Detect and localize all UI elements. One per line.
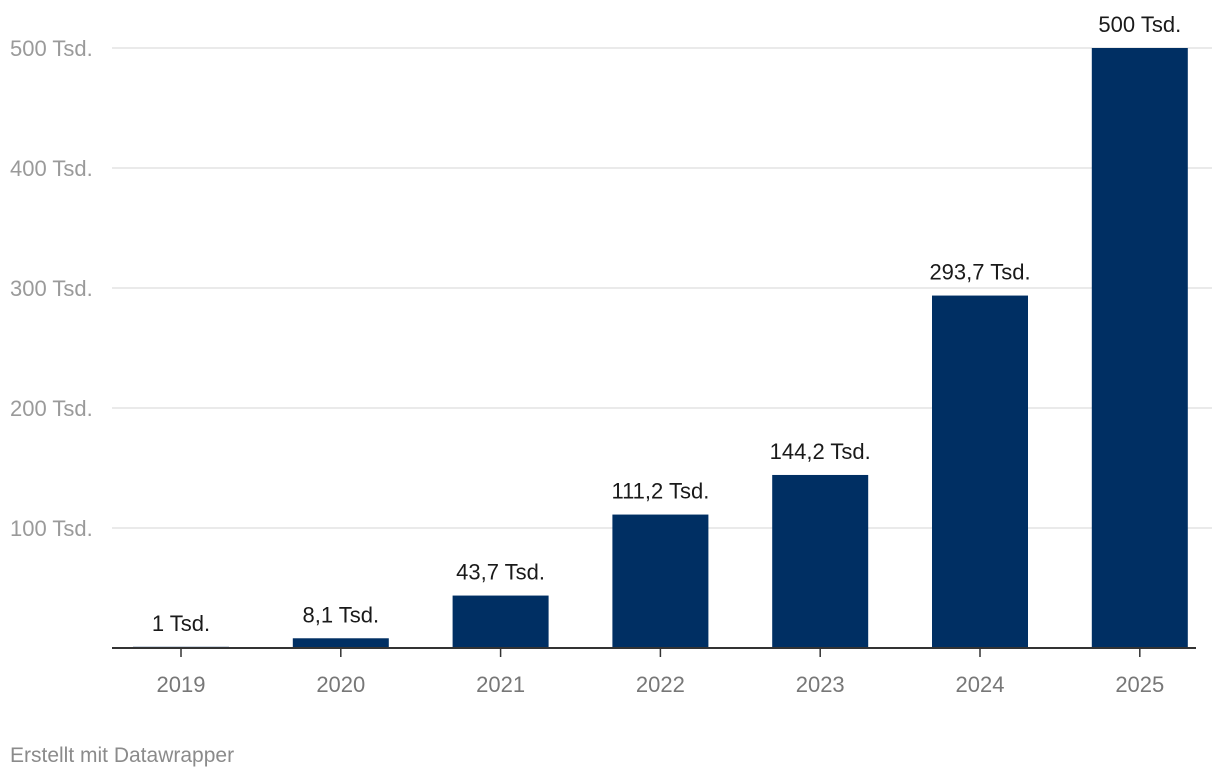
x-tick-label: 2025	[1115, 672, 1164, 697]
bar-chart: 100 Tsd. 200 Tsd. 300 Tsd. 400 Tsd. 500 Tsd.…	[10, 12, 1212, 697]
datawrapper-credit[interactable]: Erstellt mit Datawrapper	[10, 744, 235, 767]
gridlines	[112, 47, 1212, 529]
data-label: 144,2 Tsd.	[770, 439, 871, 464]
data-label: 500 Tsd.	[1098, 12, 1181, 37]
bar-2023	[772, 474, 869, 648]
bar-2022	[612, 514, 709, 648]
x-tick-label: 2021	[476, 672, 525, 697]
x-tick-label: 2022	[636, 672, 685, 697]
data-label: 8,1 Tsd.	[302, 602, 379, 627]
x-tick-label: 2024	[956, 672, 1005, 697]
y-tick-label: 200 Tsd.	[10, 396, 93, 421]
data-label: 293,7 Tsd.	[929, 260, 1030, 285]
y-tick-label: 500 Tsd.	[10, 36, 93, 61]
x-tick-label: 2023	[796, 672, 845, 697]
y-tick-label: 400 Tsd.	[10, 156, 93, 181]
y-tick-label: 300 Tsd.	[10, 276, 93, 301]
bar-2021	[452, 595, 549, 648]
bar-2025	[1091, 48, 1188, 648]
data-label: 43,7 Tsd.	[456, 560, 545, 585]
bars	[133, 48, 1188, 648]
x-axis-ticks: 2019 2020 2021 2022 2023 2024 2025	[157, 648, 1164, 697]
y-tick-label: 100 Tsd.	[10, 516, 93, 541]
data-labels: 1 Tsd. 8,1 Tsd. 43,7 Tsd. 111,2 Tsd. 144,2 T…	[152, 12, 1181, 636]
data-label: 1 Tsd.	[152, 611, 210, 636]
data-label: 111,2 Tsd.	[611, 479, 709, 504]
x-tick-label: 2020	[316, 672, 365, 697]
y-axis-tick-labels: 100 Tsd. 200 Tsd. 300 Tsd. 400 Tsd. 500 Tsd.	[10, 36, 93, 541]
bar-2024	[932, 295, 1028, 648]
bar-2020	[292, 638, 389, 648]
x-tick-label: 2019	[157, 672, 206, 697]
